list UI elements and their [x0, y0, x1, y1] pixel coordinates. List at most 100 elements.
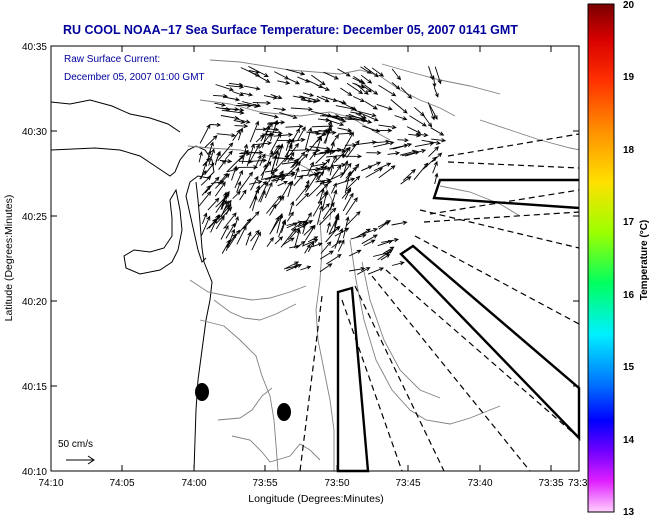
current-arrow — [270, 216, 280, 232]
current-arrow — [323, 126, 332, 144]
current-arrow — [208, 148, 215, 166]
current-arrow — [422, 156, 437, 170]
current-arrow — [269, 119, 279, 142]
current-arrow — [220, 115, 240, 121]
current-arrow — [200, 175, 212, 186]
current-arrow — [242, 101, 262, 108]
current-arrow — [214, 102, 227, 107]
current-arrow — [243, 211, 260, 229]
current-arrow — [227, 229, 240, 249]
current-arrow — [316, 95, 330, 103]
current-arrow — [427, 102, 436, 121]
current-arrow — [284, 144, 293, 158]
current-arrow — [378, 84, 397, 97]
annotation-line-1: Raw Surface Current: — [64, 54, 160, 65]
current-arrow — [285, 124, 304, 129]
current-arrow — [361, 84, 372, 93]
current-arrow — [268, 170, 275, 183]
current-arrow — [342, 192, 354, 212]
current-arrow — [224, 150, 233, 160]
current-arrow — [215, 173, 230, 189]
current-arrow — [286, 211, 294, 222]
current-arrow — [325, 120, 333, 144]
current-arrow — [207, 197, 220, 211]
y-tick-label: 40:20 — [22, 297, 47, 308]
current-arrow — [431, 138, 447, 143]
current-arrow — [344, 170, 352, 194]
current-arrow — [236, 180, 242, 193]
current-arrow — [311, 74, 326, 86]
current-arrow — [391, 220, 408, 226]
current-arrow — [286, 263, 303, 272]
current-arrow — [199, 123, 211, 144]
y-tick-label: 40:30 — [22, 127, 47, 138]
current-arrow — [295, 192, 310, 207]
chart-title: RU COOL NOAA−17 Sea Surface Temperature:… — [63, 23, 518, 37]
current-arrow — [371, 67, 385, 77]
current-arrow — [238, 171, 254, 192]
y-tick-label: 40:35 — [22, 42, 47, 53]
current-arrow — [198, 151, 203, 163]
current-arrow — [277, 181, 289, 187]
current-arrow — [258, 180, 267, 190]
x-tick-label: 73:35 — [538, 478, 563, 489]
y-tick-label: 40:15 — [22, 382, 47, 393]
current-arrow — [215, 84, 235, 92]
current-arrow — [294, 166, 300, 180]
current-arrow — [214, 151, 221, 166]
coastline-land — [51, 145, 215, 263]
current-arrow — [231, 165, 238, 181]
current-arrow — [201, 215, 211, 236]
current-arrow — [270, 132, 282, 153]
current-arrow — [355, 113, 367, 119]
current-arrow — [300, 265, 312, 271]
current-arrow — [248, 144, 260, 164]
current-arrow — [215, 106, 231, 112]
current-arrow — [400, 176, 412, 185]
current-arrow — [432, 75, 437, 88]
current-arrow — [259, 153, 266, 167]
current-arrow — [289, 128, 300, 147]
current-arrow — [317, 117, 331, 123]
beam-dashed-8 — [341, 299, 403, 472]
current-arrow — [313, 136, 323, 158]
current-arrow — [232, 190, 241, 199]
colorbar-tick-label: 15 — [623, 362, 635, 373]
current-arrow — [198, 190, 212, 207]
current-arrow — [224, 199, 232, 211]
current-arrow — [337, 127, 353, 133]
current-arrow — [350, 233, 367, 240]
current-arrow — [432, 160, 438, 174]
current-arrow — [363, 239, 376, 247]
current-arrow — [320, 241, 332, 254]
current-arrow — [304, 243, 311, 254]
current-arrow — [422, 114, 433, 128]
current-arrow — [350, 111, 363, 116]
colorbar-tick-label: 20 — [623, 0, 635, 11]
current-arrow — [342, 154, 363, 159]
current-arrow — [363, 65, 379, 78]
current-arrow — [378, 124, 397, 130]
current-arrow — [264, 168, 279, 173]
y-axis-label: Latitude (Degrees:Minutes) — [3, 195, 15, 322]
current-arrow — [343, 160, 349, 173]
current-arrow — [217, 142, 234, 162]
current-arrow — [260, 160, 272, 177]
current-arrow — [255, 134, 265, 143]
current-arrow — [391, 68, 402, 81]
current-arrow — [283, 161, 302, 179]
current-arrow — [246, 143, 255, 167]
current-arrow — [382, 246, 395, 254]
current-arrow — [346, 175, 361, 190]
current-arrow — [413, 162, 429, 181]
current-arrow — [283, 261, 300, 270]
colorbar-label: Temperature (°C) — [639, 220, 650, 301]
current-arrow — [225, 233, 237, 248]
current-arrow — [342, 216, 350, 239]
beam-dashed-3 — [419, 209, 580, 249]
current-arrow — [290, 158, 299, 169]
current-arrow — [373, 141, 395, 148]
colorbar-tick-label: 18 — [623, 145, 635, 156]
current-arrow — [421, 139, 441, 145]
current-arrow — [428, 146, 440, 158]
